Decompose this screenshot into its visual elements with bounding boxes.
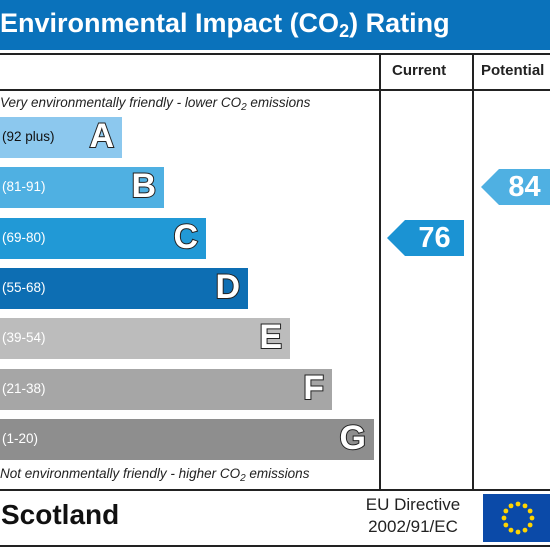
- eu-flag-icon: [483, 494, 550, 542]
- flag-star: [527, 522, 533, 528]
- eu-directive: EU Directive 2002/91/EC: [352, 494, 474, 538]
- band-range-label: (81-91): [2, 179, 46, 195]
- band-a: (92 plus) A: [0, 116, 122, 158]
- country-label: Scotland: [1, 499, 120, 530]
- flag-star: [503, 508, 509, 514]
- band-range-label: (1-20): [2, 430, 39, 446]
- flag-star: [522, 527, 528, 533]
- bottom-border: [0, 545, 550, 547]
- band-letter: E: [258, 317, 283, 357]
- column-divider-potential: [472, 53, 474, 491]
- directive-line-1: EU Directive: [365, 495, 461, 514]
- band-c: (69-80) C: [0, 217, 206, 259]
- current-rating-arrow: 76: [387, 219, 464, 256]
- band-range-label: (39-54): [2, 330, 46, 346]
- band-b: (81-91) B: [0, 166, 164, 209]
- flag-star: [503, 522, 509, 528]
- potential-column-header: Potential: [481, 62, 545, 79]
- band-g: (1-20) G: [0, 418, 374, 460]
- potential-rating-arrow-polygon: [481, 169, 550, 206]
- potential-rating-arrow-value: 84: [508, 171, 541, 204]
- band-letter: B: [130, 166, 157, 206]
- rating-panel: [0, 53, 550, 491]
- header-bar: [0, 0, 550, 50]
- top-note: Very environmentally friendly - lower CO…: [0, 95, 311, 113]
- flag-star: [515, 529, 521, 535]
- directive-line-2: 2002/91/EC: [368, 517, 458, 536]
- flag-star: [529, 515, 535, 521]
- band-letter: A: [88, 116, 115, 156]
- flag-star: [522, 503, 528, 509]
- current-rating-arrow-polygon: [387, 219, 464, 256]
- band-range-label: (55-68): [2, 279, 46, 295]
- current-rating-arrow-value: 76: [418, 221, 451, 254]
- flag-star: [515, 501, 521, 507]
- band-range-label: (92 plus): [2, 129, 55, 144]
- band-letter: D: [214, 267, 241, 307]
- flag-star: [508, 527, 514, 533]
- current-column-header: Current: [392, 62, 447, 79]
- band-f: (21-38) F: [0, 368, 332, 410]
- band-range-label: (21-38): [2, 380, 46, 396]
- potential-rating-arrow-shape: [481, 169, 550, 206]
- band-letter: G: [339, 418, 367, 458]
- header-divider: [0, 89, 550, 91]
- bottom-note: Not environmentally friendly - higher CO…: [0, 466, 310, 484]
- current-rating-arrow-shape: [387, 219, 464, 256]
- flag-star: [508, 503, 514, 509]
- band-range-label: (69-80): [2, 229, 46, 245]
- potential-rating-arrow: 84: [481, 169, 550, 206]
- flag-star: [501, 515, 507, 521]
- band-letter: C: [172, 217, 199, 257]
- column-divider-current: [379, 53, 381, 491]
- band-d: (55-68) D: [0, 267, 248, 309]
- flag-star: [527, 508, 533, 514]
- page-title: Environmental Impact (CO2) Rating: [0, 8, 450, 41]
- band-letter: F: [302, 368, 325, 408]
- band-e: (39-54) E: [0, 317, 290, 360]
